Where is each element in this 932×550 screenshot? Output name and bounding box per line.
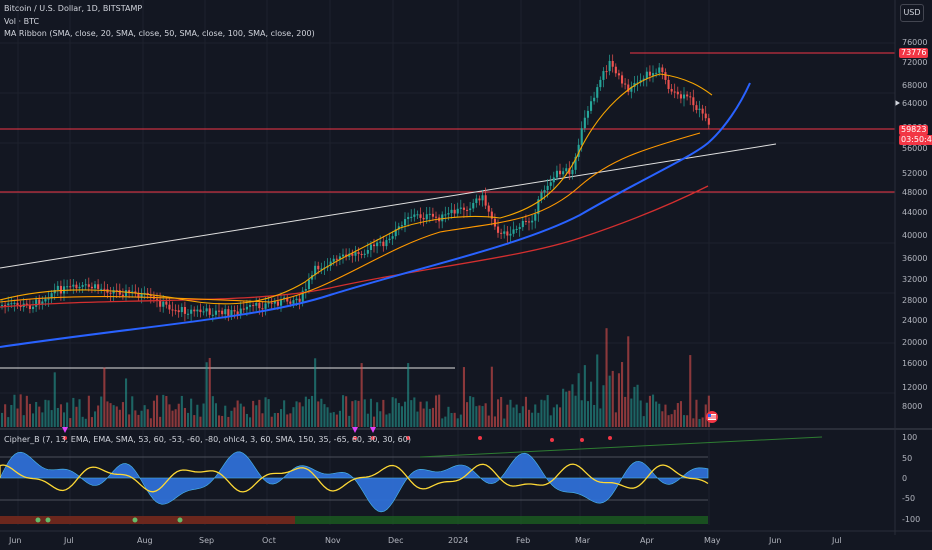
ma-50-line <box>0 132 701 303</box>
time-tick: Apr <box>640 536 654 545</box>
price-tick: 36000 <box>902 254 928 263</box>
sell-signal-icon <box>62 427 68 433</box>
oscillator-tick: 50 <box>902 454 913 463</box>
volume-legend[interactable]: Vol · BTC <box>4 17 40 26</box>
price-tick: 28000 <box>902 296 928 305</box>
time-tick: Oct <box>262 536 276 545</box>
money-flow-bar <box>0 516 708 524</box>
price-tick: 12000 <box>902 383 928 392</box>
price-tick: 16000 <box>902 359 928 368</box>
price-tick: 40000 <box>902 231 928 240</box>
ma-200-line <box>0 185 709 308</box>
price-tick: 72000 <box>902 58 928 67</box>
currency-button[interactable]: USD <box>900 4 924 22</box>
ma-20-line <box>0 73 713 305</box>
price-tick: 20000 <box>902 338 928 347</box>
sell-signal-icon <box>352 427 358 433</box>
price-tick: 64000 <box>902 99 928 108</box>
oscillator-tick: -50 <box>902 494 916 503</box>
flag-icon[interactable] <box>706 411 718 423</box>
last-price-tag: 59823 <box>899 125 929 135</box>
oscillator-tick: 100 <box>902 433 918 442</box>
time-tick: Jun <box>9 536 22 545</box>
price-tick: 76000 <box>902 38 928 47</box>
time-tick: Sep <box>199 536 215 545</box>
price-tick: 8000 <box>902 402 923 411</box>
volume-bars <box>1 328 710 427</box>
price-tick: 56000 <box>902 144 928 153</box>
resistance-price-tag: 73776 <box>899 48 929 58</box>
price-axis-marker-arrow <box>895 100 900 106</box>
oscillator-tick: -100 <box>902 515 921 524</box>
time-tick: Jul <box>832 536 842 545</box>
time-tick: Aug <box>137 536 153 545</box>
time-tick: 2024 <box>448 536 469 545</box>
time-tick: Nov <box>325 536 341 545</box>
sell-signal-icon <box>370 427 376 433</box>
countdown-tag: 03:50:40 <box>899 135 932 145</box>
price-tick: 32000 <box>902 275 928 284</box>
time-tick: Mar <box>575 536 591 545</box>
grid-lines <box>0 0 895 525</box>
time-tick: Jun <box>769 536 782 545</box>
price-tick: 24000 <box>902 316 928 325</box>
ma-100-line <box>0 82 751 348</box>
price-tick: 68000 <box>902 81 928 90</box>
price-tick: 52000 <box>902 169 928 178</box>
ma-ribbon-legend[interactable]: MA Ribbon (SMA, close, 20, SMA, close, 5… <box>4 29 315 38</box>
money-flow-line <box>0 463 709 493</box>
time-tick: Dec <box>388 536 404 545</box>
time-tick: Feb <box>516 536 531 545</box>
oscillator-tick: 0 <box>902 474 908 483</box>
oscillator-pane <box>0 427 823 524</box>
oscillator-wave <box>0 451 709 513</box>
price-tick: 44000 <box>902 208 928 217</box>
price-tick: 48000 <box>902 188 928 197</box>
time-tick: May <box>704 536 721 545</box>
oscillator-legend[interactable]: Cipher_B (7, 13, EMA, EMA, SMA, 53, 60, … <box>4 435 411 444</box>
trendline[interactable] <box>0 143 777 269</box>
time-tick: Jul <box>64 536 74 545</box>
price-candles <box>1 54 710 322</box>
symbol-legend[interactable]: Bitcoin / U.S. Dollar, 1D, BITSTAMP <box>4 4 143 13</box>
